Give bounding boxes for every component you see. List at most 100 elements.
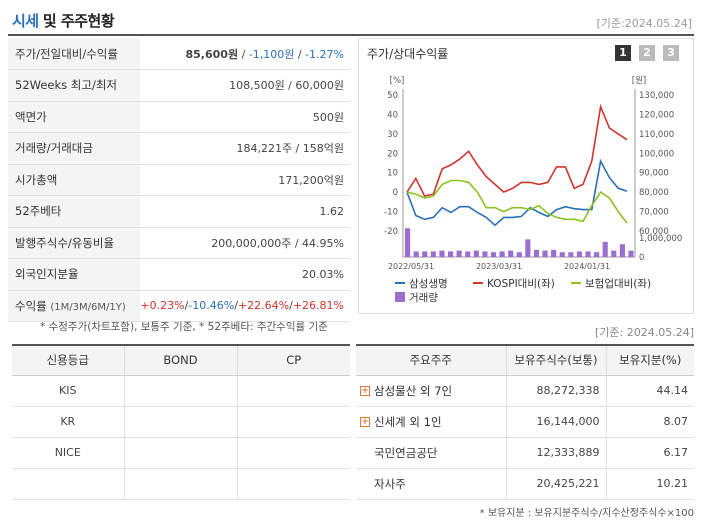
table-header-row: 주요주주 보유주식수(보통) 보유지분(%) bbox=[356, 345, 694, 376]
volume-bar bbox=[430, 251, 436, 257]
volume-label: 거래량/거래대금 bbox=[8, 132, 141, 165]
volume-bar bbox=[422, 251, 428, 257]
right-tick-label: 80,000 bbox=[639, 188, 669, 198]
chart-page-2-button[interactable]: 2 bbox=[639, 45, 655, 61]
price-rate: -1.27% bbox=[305, 47, 344, 61]
section-title: 시세 및 주주현황 bbox=[12, 10, 115, 31]
volume-bar bbox=[533, 249, 540, 257]
table-row: KIS bbox=[12, 375, 350, 407]
volume-bar bbox=[542, 250, 548, 257]
separator: / bbox=[184, 299, 189, 313]
shares-value: 200,000,000주 / 44.95% bbox=[140, 227, 350, 259]
rating-agency: KR bbox=[12, 406, 125, 438]
left-tick-label: 10 bbox=[387, 169, 398, 179]
volume-bar bbox=[405, 228, 411, 257]
table-row: 주가/전일대비/수익률 85,600원 / -1,100원 / -1.27% bbox=[8, 38, 350, 70]
expand-plus-icon[interactable]: + bbox=[360, 417, 370, 427]
col-pct: 보유지분(%) bbox=[606, 345, 694, 376]
return-6m: +22.64% bbox=[237, 299, 290, 313]
holder-pct: 8.07 bbox=[606, 406, 694, 438]
holder-shares: 12,333,889 bbox=[506, 437, 607, 469]
bond-value bbox=[124, 375, 238, 407]
right-tick-label: 90,000 bbox=[639, 169, 669, 179]
return-3m: -10.46% bbox=[188, 299, 235, 313]
volume-bar bbox=[585, 251, 591, 257]
beta-label: 52주베타 bbox=[8, 195, 141, 228]
major-shareholders-table: 주요주주 보유주식수(보통) 보유지분(%) + 삼성물산 외 7인 88,272… bbox=[356, 344, 694, 500]
holder-pct: 6.17 bbox=[606, 437, 694, 469]
col-holder: 주요주주 bbox=[356, 345, 507, 376]
title-rest: 및 주주현황 bbox=[42, 12, 115, 30]
volume-bar bbox=[473, 250, 479, 257]
col-bond: BOND bbox=[124, 345, 238, 376]
foreign-value: 20.03% bbox=[140, 258, 350, 291]
table-row: + 삼성물산 외 7인 88,272,338 44.14 bbox=[356, 375, 694, 407]
table-row: KR bbox=[12, 406, 350, 438]
w52-value: 108,500원 / 60,000원 bbox=[140, 69, 350, 102]
volume-bar bbox=[516, 252, 522, 257]
chart-page-1-button[interactable]: 1 bbox=[615, 45, 631, 61]
table-header-row: 신용등급 BOND CP bbox=[12, 345, 350, 376]
col-shares: 보유주식수(보통) bbox=[506, 345, 607, 376]
right-tick-label: 120,000 bbox=[639, 110, 674, 120]
volume-bar bbox=[499, 251, 505, 257]
chart-page-3-button[interactable]: 3 bbox=[663, 45, 679, 61]
rating-agency: KIS bbox=[12, 375, 125, 407]
cp-value bbox=[237, 375, 350, 407]
reference-date: [기준:2024.05.24] bbox=[596, 17, 692, 30]
legend-label: 보험업대비(좌) bbox=[585, 277, 651, 290]
face-label: 액면가 bbox=[8, 101, 141, 133]
price-chart: [%] [원] 50 40 30 20 10 0 -10 -20 130,000 120,000 110… bbox=[384, 76, 682, 304]
expand-plus-icon[interactable]: + bbox=[360, 386, 370, 396]
price-change: -1,100원 bbox=[248, 47, 295, 61]
bond-value bbox=[124, 437, 238, 469]
table-row: 국민연금공단 12,333,889 6.17 bbox=[356, 437, 694, 469]
table-row: 52주베타 1.62 bbox=[8, 195, 350, 228]
table-row: 거래량/거래대금 184,221주 / 158억원 bbox=[8, 132, 350, 165]
right-tick-label: 130,000 bbox=[639, 91, 674, 101]
table-row: 자사주 20,425,221 10.21 bbox=[356, 468, 694, 500]
separator: / bbox=[294, 47, 306, 61]
series-line-3 bbox=[406, 179, 628, 224]
volume-bar bbox=[619, 244, 625, 257]
right-tick-label: 110,000 bbox=[639, 130, 674, 140]
cp-value bbox=[237, 406, 350, 438]
right-tick-label: 70,000 bbox=[639, 208, 669, 218]
left-tick-label: -10 bbox=[384, 208, 398, 218]
section-header: 시세 및 주주현황 [기준:2024.05.24] bbox=[8, 8, 694, 36]
legend-label: 삼성생명 bbox=[409, 278, 448, 290]
x-tick-label: 2024/01/31 bbox=[564, 262, 610, 271]
right-tick-label: 100,000 bbox=[639, 149, 674, 159]
right-unit-label: [원] bbox=[632, 76, 646, 86]
left-tick-label: 40 bbox=[387, 110, 398, 120]
holder-shares: 88,272,338 bbox=[506, 375, 607, 407]
return-1y: +26.81% bbox=[292, 299, 344, 313]
x-tick-label: 2022/05/31 bbox=[388, 262, 434, 271]
return-value: +0.23%/-10.46%/+22.64%/+26.81% bbox=[140, 290, 350, 322]
rating-agency: NICE bbox=[12, 437, 125, 469]
separator: / bbox=[238, 47, 249, 61]
volume-bar bbox=[525, 239, 531, 257]
price-info-table: 주가/전일대비/수익률 85,600원 / -1,100원 / -1.27% 5… bbox=[8, 38, 350, 322]
volume-bar bbox=[594, 252, 600, 257]
holder-name: + 삼성물산 외 7인 bbox=[356, 375, 507, 407]
credit-rating-table: 신용등급 BOND CP KIS KR NICE bbox=[12, 344, 350, 500]
table-row: 액면가 500원 bbox=[8, 101, 350, 133]
cp-value bbox=[237, 437, 350, 469]
shares-label: 발행주식수/유동비율 bbox=[8, 227, 141, 259]
volume-bar bbox=[413, 251, 419, 257]
foreign-label: 외국인지분율 bbox=[8, 258, 141, 291]
left-tick-label: 20 bbox=[387, 149, 398, 159]
left-tick-label: -20 bbox=[384, 227, 398, 237]
holder-name-text: 삼성물산 외 7인 bbox=[374, 383, 453, 398]
holder-pct: 44.14 bbox=[606, 375, 694, 407]
holder-shares: 16,144,000 bbox=[506, 406, 607, 438]
col-rating: 신용등급 bbox=[12, 345, 125, 376]
volume-bar bbox=[628, 250, 634, 257]
left-unit-label: [%] bbox=[390, 76, 405, 86]
table-row: NICE bbox=[12, 437, 350, 469]
chart-panel: 주가/상대수익률 1 2 3 [%] [원] 50 40 30 20 10 0 -10 -20 13… bbox=[358, 38, 694, 314]
volume-bar bbox=[568, 252, 574, 257]
separator: / bbox=[234, 299, 238, 313]
volume-bar bbox=[490, 252, 497, 257]
